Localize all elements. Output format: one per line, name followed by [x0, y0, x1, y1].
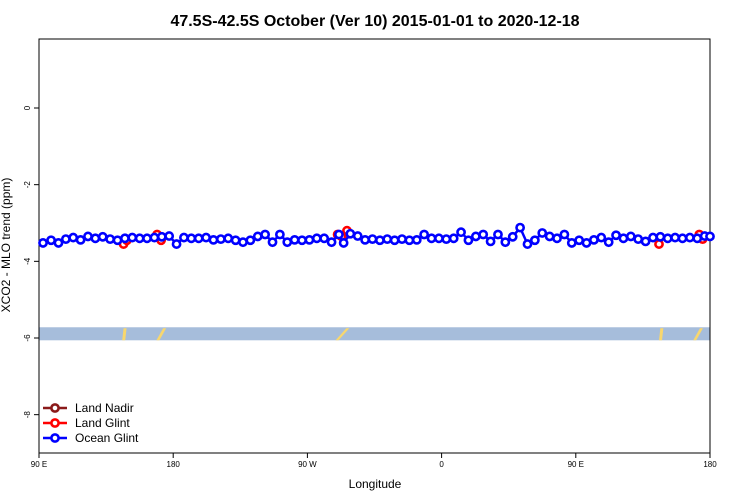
y-tick-label: -4	[23, 257, 32, 265]
data-point	[334, 229, 344, 240]
y-tick-label: -2	[23, 181, 32, 189]
data-point	[640, 236, 651, 247]
land-mark	[659, 328, 664, 341]
data-point	[179, 232, 189, 243]
data-point	[485, 236, 496, 247]
data-point	[603, 237, 614, 248]
data-point	[215, 234, 226, 244]
data-point	[75, 234, 86, 245]
data-point	[260, 229, 271, 240]
y-axis-label: XCO2 - MLO trend (ppm)	[0, 178, 13, 313]
data-point	[208, 234, 219, 245]
data-point	[684, 232, 695, 243]
chart-title: 47.5S-42.5S October (Ver 10) 2015-01-01 …	[170, 13, 579, 30]
x-tick-label: 0	[439, 460, 444, 469]
data-point	[38, 238, 48, 248]
legend-marker	[50, 418, 60, 428]
y-tick-label: -8	[23, 411, 32, 419]
data-point	[500, 237, 511, 248]
data-point	[654, 239, 664, 249]
data-point	[655, 231, 666, 242]
land-mark	[335, 328, 350, 341]
data-point	[338, 238, 349, 248]
land-mark	[122, 328, 127, 341]
data-point	[456, 227, 466, 238]
data-point	[411, 234, 422, 245]
data-point	[529, 235, 540, 246]
data-point	[142, 233, 152, 244]
legend-marker	[50, 403, 60, 413]
data-point	[677, 233, 688, 244]
land-mark	[693, 328, 703, 341]
x-tick-label: 180	[703, 460, 717, 469]
data-point	[648, 232, 658, 243]
data-point	[389, 235, 400, 246]
data-point	[559, 229, 570, 240]
data-point	[493, 229, 503, 240]
y-tick-label: 0	[23, 105, 32, 110]
data-point	[374, 235, 385, 246]
data-point	[156, 231, 167, 242]
y-tick-label: -6	[23, 334, 32, 342]
data-point	[149, 232, 160, 243]
data-point	[537, 228, 548, 238]
data-point	[463, 235, 474, 246]
data-point	[397, 234, 407, 244]
data-point	[448, 233, 459, 244]
data-point	[319, 233, 330, 244]
data-point	[119, 233, 130, 244]
data-point	[360, 234, 371, 245]
data-point	[90, 233, 101, 244]
data-point	[552, 233, 562, 244]
data-point	[478, 229, 489, 240]
data-point	[164, 231, 175, 241]
x-tick-label: 90 W	[298, 460, 317, 469]
x-axis-label: Longitude	[349, 477, 402, 491]
data-point	[507, 231, 518, 242]
data-point	[705, 231, 715, 242]
x-tick-label: 90 E	[568, 460, 584, 469]
data-point	[60, 234, 71, 244]
data-point	[193, 233, 204, 244]
ocean-band	[39, 327, 710, 341]
data-point	[367, 234, 378, 244]
x-tick-label: 90 E	[31, 460, 47, 469]
data-point	[326, 237, 337, 248]
plot-frame	[38, 38, 711, 454]
land-mark	[156, 328, 167, 341]
data-point	[515, 222, 526, 233]
data-point	[382, 234, 393, 244]
data-point	[441, 234, 452, 244]
data-point	[419, 229, 430, 240]
legend-label: Ocean Glint	[75, 431, 139, 445]
data-point	[245, 235, 256, 246]
data-point	[171, 239, 182, 249]
data-point	[522, 239, 533, 249]
data-point	[105, 234, 116, 244]
data-point	[434, 233, 444, 244]
data-point	[127, 232, 138, 243]
data-point	[670, 232, 681, 243]
data-point	[53, 238, 64, 248]
data-point	[596, 232, 607, 243]
legend-label: Land Glint	[75, 416, 130, 430]
data-point	[304, 234, 315, 245]
x-tick-label: 180	[167, 460, 181, 469]
data-point	[662, 233, 673, 244]
data-point	[352, 231, 363, 241]
legend-marker	[50, 433, 60, 443]
legend-label: Land Nadir	[75, 401, 134, 415]
data-point	[267, 237, 278, 248]
data-point	[274, 229, 285, 240]
plot-area: 0 -2 -4 -6 -8 90 E 180 90 W 0 90 E 180	[23, 38, 717, 469]
